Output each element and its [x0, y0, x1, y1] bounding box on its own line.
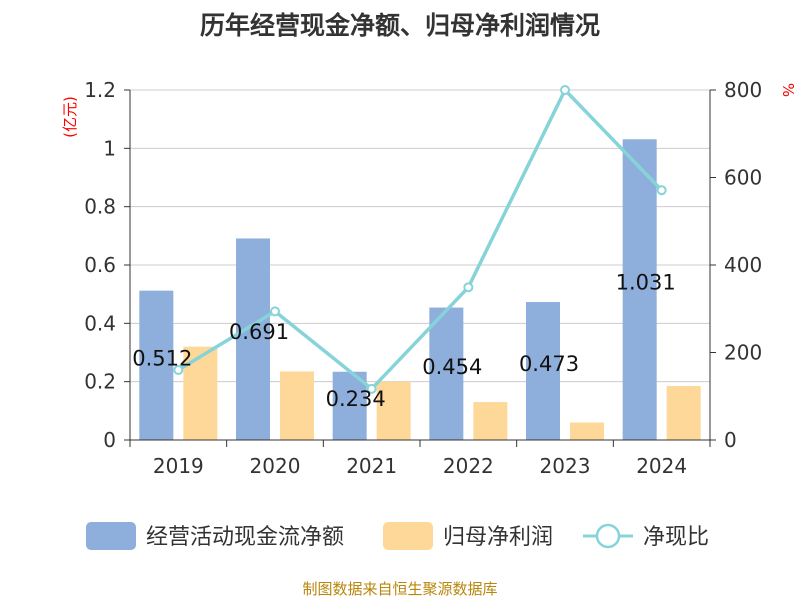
- ratio-line: [177, 86, 663, 392]
- left-axis-tick-label: 1: [103, 136, 116, 160]
- right-axis-tick-label: 0: [724, 428, 737, 452]
- ratio-line-layer: [173, 85, 667, 394]
- legend: 经营活动现金流净额 归母净利润 净现比: [86, 522, 709, 550]
- legend-swatch-ratio-point: [595, 523, 621, 549]
- bar-layer: [139, 139, 701, 440]
- x-axis-tick-label: 2023: [540, 454, 591, 478]
- cashflow-data-label: 1.031: [616, 271, 676, 295]
- left-axis-tick-label: 1.2: [84, 78, 116, 102]
- x-axis-tick-label: 2022: [443, 454, 494, 478]
- net-profit-bar: [666, 386, 701, 440]
- x-axis-tick-label: 2019: [153, 454, 204, 478]
- ratio-point: [656, 185, 667, 196]
- net-profit-bar: [376, 381, 411, 440]
- cashflow-data-label: 0.512: [132, 346, 192, 370]
- ratio-point: [173, 365, 184, 375]
- cashflow-bar: [622, 139, 657, 440]
- x-axis-tick-label: 2024: [636, 454, 687, 478]
- net-profit-bar: [280, 371, 314, 440]
- right-axis-tick-label: 400: [724, 253, 762, 277]
- x-axis-tick-label: 2020: [250, 454, 301, 478]
- right-axis-unit-label: %: [779, 83, 797, 97]
- x-axis-tick-label: 2021: [346, 454, 397, 478]
- left-axis-tick-label: 0.8: [84, 195, 116, 219]
- right-axis-tick-label: 200: [724, 341, 762, 365]
- legend-label: 经营活动现金流净额: [146, 525, 344, 550]
- left-axis-tick-label: 0.2: [84, 370, 116, 394]
- cashflow-bar: [526, 302, 560, 440]
- cashflow-data-label: 0.473: [519, 352, 579, 376]
- legend-label: 净现比: [643, 525, 709, 550]
- source-note: 制图数据来自恒生聚源数据库: [302, 580, 498, 598]
- cashflow-data-label: 0.454: [422, 355, 482, 379]
- ratio-point: [463, 282, 474, 293]
- legend-swatch-net-profit: [383, 522, 433, 550]
- left-axis-tick-label: 0.6: [84, 253, 116, 277]
- cashflow-bar: [429, 307, 464, 440]
- net-profit-bar: [473, 402, 508, 440]
- legend-swatch-cashflow: [86, 522, 136, 550]
- chart-title: 历年经营现金净额、归母净利润情况: [199, 11, 600, 40]
- left-axis-unit-label: (亿元): [61, 96, 79, 138]
- data-labels: 0.512 0.691 0.234 0.454 0.473 1.031: [132, 271, 675, 411]
- gridlines: [130, 89, 710, 383]
- axes: 0 0.2 0.4 0.6 0.8 1 1.2 0 200 400 600 800 2019 2020 20…: [84, 78, 762, 478]
- ratio-point: [560, 85, 570, 95]
- left-axis-tick-label: 0.4: [84, 311, 116, 335]
- cashflow-bar: [236, 238, 270, 440]
- cashflow-data-label: 0.234: [326, 387, 386, 411]
- ratio-point: [270, 306, 280, 317]
- cashflow-bar: [139, 290, 174, 440]
- net-profit-bar: [570, 422, 604, 440]
- right-axis-tick-label: 800: [724, 78, 762, 102]
- legend-label: 归母净利润: [443, 525, 553, 550]
- cashflow-data-label: 0.691: [229, 320, 289, 344]
- right-axis-tick-label: 600: [724, 166, 762, 190]
- ratio-point: [366, 383, 377, 394]
- cashflow-bar: [332, 371, 367, 440]
- left-axis-tick-label: 0: [103, 428, 116, 452]
